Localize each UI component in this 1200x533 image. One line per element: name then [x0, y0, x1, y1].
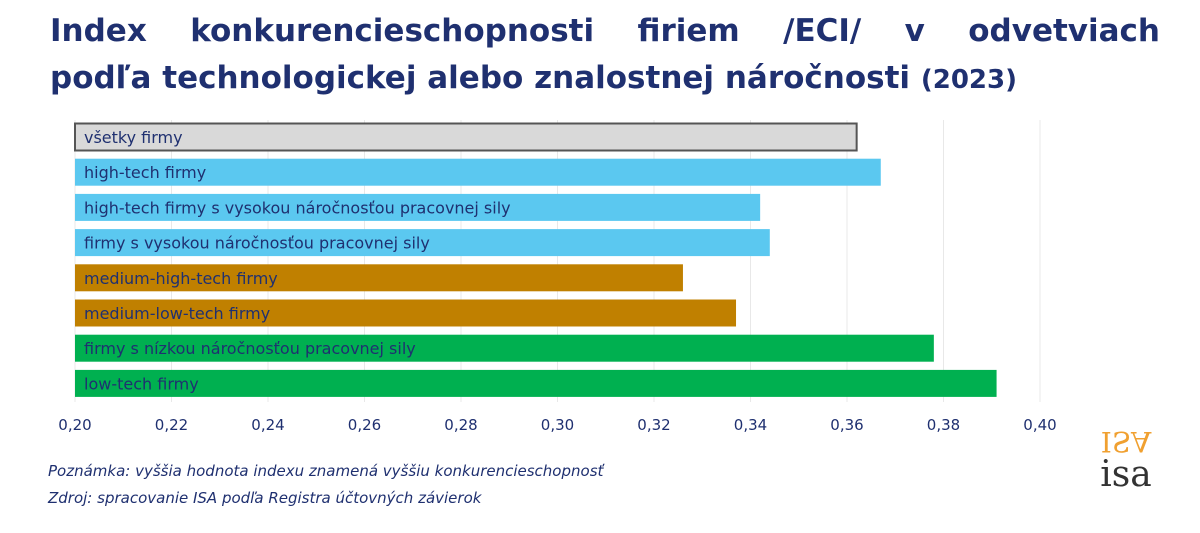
bar — [75, 158, 881, 186]
bar — [75, 369, 997, 397]
x-tick-label: 0,22 — [155, 416, 188, 434]
bar — [75, 334, 934, 362]
x-tick-label: 0,20 — [58, 416, 91, 434]
source-text: Zdroj: spracovanie ISA podľa Registra úč… — [48, 489, 482, 507]
bar-label: medium-low-tech firmy — [84, 304, 270, 323]
isa-logo: ISA isa — [1093, 425, 1159, 502]
bar — [75, 299, 737, 327]
x-tick-label: 0,30 — [541, 416, 574, 434]
x-tick-label: 0,40 — [1023, 416, 1056, 434]
x-tick-label: 0,24 — [251, 416, 284, 434]
chart-title-line2: podľa technologickej alebo znalostnej ná… — [50, 55, 1160, 104]
isa-logo-mirrored: ISA — [1100, 425, 1152, 458]
bar-label: medium-high-tech firmy — [84, 269, 278, 288]
bar-label: high-tech firmy — [84, 163, 206, 182]
chart-title: Index konkurencieschopnosti firiem /ECI/… — [50, 8, 1160, 104]
bar-label: high-tech firmy s vysokou náročnosťou pr… — [84, 198, 511, 217]
bar — [75, 193, 761, 221]
bar-label: firmy s vysokou náročnosťou pracovnej si… — [84, 234, 430, 253]
bar — [75, 264, 683, 292]
chart-notes: Poznámka: vyššia hodnota indexu znamená … — [48, 458, 603, 512]
isa-logo-text: isa — [1100, 454, 1152, 495]
x-tick-label: 0,32 — [637, 416, 670, 434]
x-tick-label: 0,34 — [734, 416, 767, 434]
bar-label: low-tech firmy — [84, 374, 199, 393]
note-text: Poznámka: vyššia hodnota indexu znamená … — [48, 462, 604, 480]
x-tick-label: 0,38 — [927, 416, 960, 434]
x-tick-label: 0,28 — [444, 416, 477, 434]
bar — [75, 229, 770, 257]
x-tick-label: 0,36 — [830, 416, 863, 434]
x-tick-label: 0,26 — [348, 416, 381, 434]
chart-title-line2-text: podľa technologickej alebo znalostnej ná… — [50, 60, 911, 96]
chart-title-line1: Index konkurencieschopnosti firiem /ECI/… — [50, 13, 1160, 49]
bar-label: firmy s nízkou náročnosťou pracovnej sil… — [84, 339, 416, 358]
bar — [74, 122, 858, 152]
chart-title-year: (2023) — [920, 65, 1017, 95]
bar-label: všetky firmy — [84, 128, 183, 147]
